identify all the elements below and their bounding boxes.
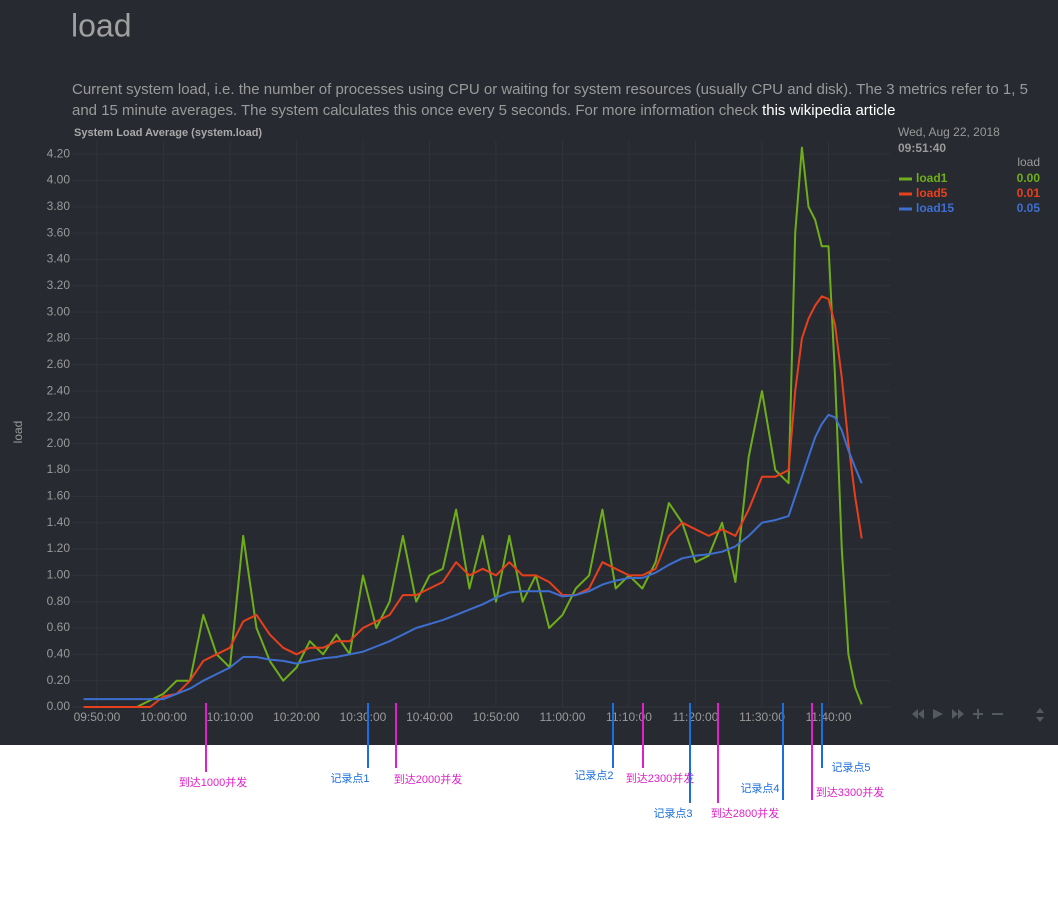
y-tick-label: 2.00	[47, 436, 71, 450]
annotation-label: 记录点5	[831, 761, 870, 774]
legend-label: load1	[916, 171, 948, 185]
y-tick-label: 0.80	[47, 594, 71, 608]
y-tick-label: 4.20	[47, 146, 71, 160]
annotation-label: 记录点3	[653, 807, 692, 820]
y-tick-label: 1.40	[47, 515, 71, 529]
x-tick-label: 10:30:00	[340, 710, 387, 724]
background	[0, 0, 1058, 745]
y-tick-label: 1.20	[47, 541, 71, 555]
y-tick-label: 2.80	[47, 331, 71, 345]
series-line	[83, 146, 863, 708]
series-line	[83, 295, 863, 708]
x-tick-label: 10:50:00	[473, 710, 520, 724]
y-tick-label: 0.20	[47, 673, 71, 687]
y-tick-label: 3.80	[47, 199, 71, 213]
zoom-in-button[interactable]	[973, 709, 983, 719]
page-title: load	[71, 7, 132, 43]
legend-label: load15	[916, 201, 954, 215]
legend-unit: load	[1017, 155, 1040, 169]
series-line	[83, 413, 863, 701]
y-tick-label: 2.20	[47, 410, 71, 424]
y-tick-label: 3.60	[47, 225, 71, 239]
annotation-label: 到达3300并发	[816, 785, 884, 799]
legend-label: load5	[916, 186, 948, 200]
annotation-label: 记录点2	[574, 769, 613, 782]
wikipedia-link[interactable]: this wikipedia article	[762, 102, 896, 119]
y-tick-label: 3.40	[47, 252, 71, 266]
annotation-label: 记录点4	[740, 782, 779, 795]
y-tick-label: 3.00	[47, 304, 71, 318]
x-tick-label: 11:30:00	[739, 710, 785, 724]
annotation-label: 到达2800并发	[711, 806, 779, 820]
x-tick-label: 11:40:00	[806, 710, 852, 724]
x-tick-label: 09:50:00	[74, 710, 121, 724]
legend-value: 0.00	[1017, 171, 1041, 185]
x-tick-label: 10:40:00	[406, 710, 453, 724]
playback-controls[interactable]	[912, 708, 1044, 722]
rewind-button[interactable]	[912, 709, 924, 719]
description-text: Current system load, i.e. the number of …	[72, 81, 1028, 119]
legend-value: 0.01	[1017, 186, 1041, 200]
y-axis-label: load	[11, 421, 25, 444]
play-button[interactable]	[933, 709, 943, 719]
x-tick-label: 10:10:00	[207, 710, 254, 724]
annotation-label: 到达2000并发	[394, 772, 462, 786]
x-tick-label: 11:10:00	[606, 710, 652, 724]
legend-time: 09:51:40	[898, 141, 946, 155]
annotation-label: 到达1000并发	[179, 775, 247, 789]
x-tick-label: 11:00:00	[540, 710, 586, 724]
y-tick-label: 0.40	[47, 647, 71, 661]
y-tick-label: 2.40	[47, 383, 71, 397]
y-tick-label: 0.00	[47, 699, 71, 713]
y-tick-label: 3.20	[47, 278, 71, 292]
legend-date: Wed, Aug 22, 2018	[898, 125, 1000, 139]
y-tick-label: 2.60	[47, 357, 71, 371]
legend-value: 0.05	[1017, 201, 1041, 215]
zoom-out-button[interactable]	[992, 713, 1003, 715]
forward-button[interactable]	[952, 709, 964, 719]
annotation-label: 到达2300并发	[626, 771, 694, 785]
x-tick-label: 11:20:00	[673, 710, 719, 724]
y-tick-label: 1.60	[47, 489, 71, 503]
x-tick-label: 10:00:00	[140, 710, 187, 724]
annotation-label: 记录点1	[330, 772, 369, 785]
description: Current system load, i.e. the number of …	[72, 79, 1057, 121]
y-tick-label: 0.60	[47, 620, 71, 634]
x-tick-label: 10:20:00	[273, 710, 320, 724]
resize-handle[interactable]	[1036, 708, 1044, 722]
y-tick-label: 4.00	[47, 173, 71, 187]
y-tick-label: 1.80	[47, 462, 71, 476]
chart-title: System Load Average (system.load)	[74, 127, 262, 139]
y-tick-label: 1.00	[47, 568, 71, 582]
